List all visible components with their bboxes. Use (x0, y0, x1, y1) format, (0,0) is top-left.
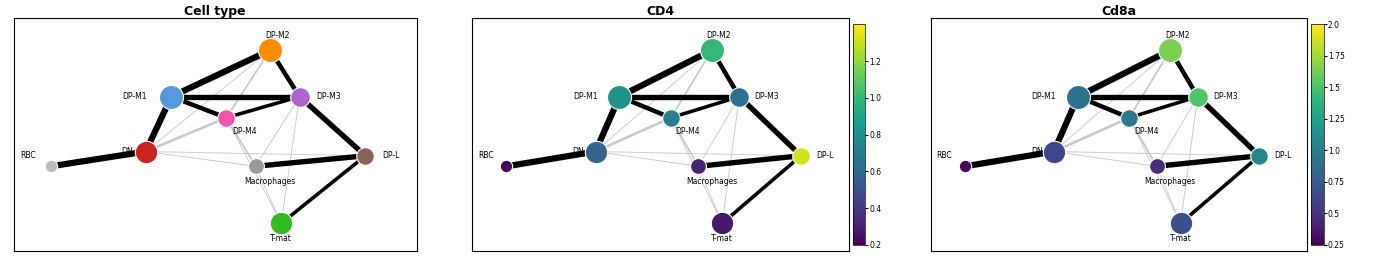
Text: DP-M2: DP-M2 (707, 31, 731, 40)
Text: DP-M4: DP-M4 (1133, 127, 1158, 136)
Text: Macrophages: Macrophages (1145, 177, 1196, 186)
Text: DP-L: DP-L (817, 151, 833, 160)
Point (1186, 95, 1208, 99)
Text: Macrophages: Macrophages (244, 177, 296, 186)
Text: T-mat: T-mat (1170, 234, 1192, 243)
Point (1146, 164, 1168, 168)
Point (289, 95, 311, 99)
Title: Cell type: Cell type (185, 6, 246, 18)
Point (660, 116, 682, 120)
Point (790, 154, 813, 158)
Point (954, 164, 976, 168)
Point (608, 95, 631, 99)
Point (160, 95, 182, 99)
Point (1249, 154, 1271, 158)
Text: DP-L: DP-L (382, 151, 400, 160)
Title: Cd8a: Cd8a (1101, 6, 1136, 18)
Point (728, 95, 750, 99)
Point (711, 221, 733, 225)
Point (701, 48, 724, 52)
Point (1043, 149, 1065, 154)
Text: DP-M4: DP-M4 (232, 127, 257, 136)
Text: DP-M3: DP-M3 (317, 92, 342, 101)
Text: DP-L: DP-L (1275, 151, 1292, 160)
Text: T-mat: T-mat (711, 234, 733, 243)
Point (269, 221, 292, 225)
Point (260, 48, 282, 52)
Point (1067, 95, 1089, 99)
Point (135, 149, 157, 154)
Text: RBC: RBC (936, 151, 951, 160)
Point (39, 164, 61, 168)
Text: DP-M1: DP-M1 (574, 92, 597, 101)
Text: DP-M1: DP-M1 (1032, 92, 1056, 101)
Text: DP-M4: DP-M4 (675, 127, 700, 136)
Text: RBC: RBC (21, 151, 36, 160)
Text: DP-M2: DP-M2 (265, 31, 290, 40)
Text: DN: DN (1031, 147, 1043, 156)
Text: DN: DN (122, 147, 133, 156)
Point (1118, 116, 1140, 120)
Point (244, 164, 267, 168)
Point (1170, 221, 1192, 225)
Point (354, 154, 376, 158)
Point (215, 116, 238, 120)
Point (585, 149, 607, 154)
Text: DP-M2: DP-M2 (1165, 31, 1189, 40)
Text: RBC: RBC (478, 151, 493, 160)
Point (1160, 48, 1182, 52)
Text: DP-M3: DP-M3 (754, 92, 779, 101)
Text: DP-M1: DP-M1 (122, 92, 147, 101)
Title: CD4: CD4 (646, 6, 675, 18)
Point (688, 164, 710, 168)
Text: T-mat: T-mat (271, 234, 292, 243)
Point (496, 164, 518, 168)
Text: Macrophages: Macrophages (686, 177, 738, 186)
Text: DP-M3: DP-M3 (1213, 92, 1238, 101)
Text: DN: DN (572, 147, 585, 156)
